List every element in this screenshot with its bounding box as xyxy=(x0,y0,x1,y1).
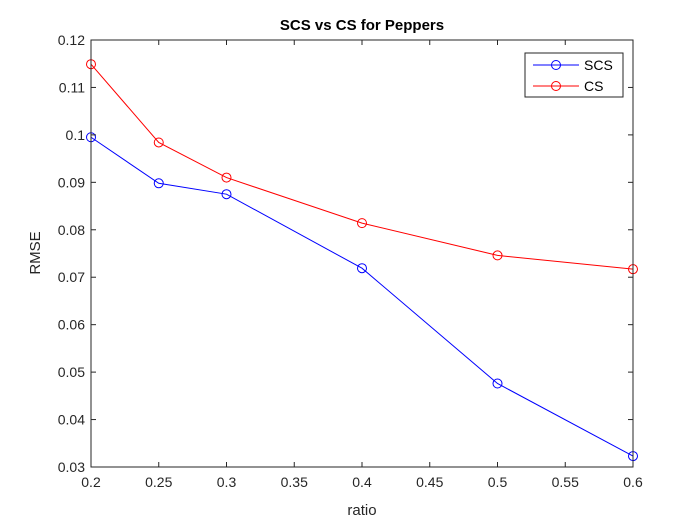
data-point-scs xyxy=(153,178,164,189)
x-tick-label: 0.2 xyxy=(81,474,101,490)
y-tick-label: 0.05 xyxy=(58,364,85,380)
data-point-cs xyxy=(221,172,232,183)
data-point-scs xyxy=(221,189,232,200)
data-point-scs xyxy=(492,378,503,389)
y-tick-label: 0.1 xyxy=(66,127,86,143)
y-tick-label: 0.09 xyxy=(58,174,85,190)
x-axis-label: ratio xyxy=(347,502,376,519)
x-tick-label: 0.55 xyxy=(552,474,579,490)
y-tick-label: 0.03 xyxy=(58,459,85,475)
y-tick-label: 0.12 xyxy=(58,32,85,48)
axes-layer: 0.2 0.25 0.3 0.35 0.4 0.45 0.5 0.55 0.6 0.03 0.04 0… xyxy=(58,32,643,490)
x-tick-label: 0.6 xyxy=(623,474,643,490)
y-tick-label: 0.07 xyxy=(58,269,85,285)
plot-area xyxy=(91,40,633,467)
x-tick-label: 0.3 xyxy=(217,474,237,490)
x-tick-label: 0.25 xyxy=(145,474,172,490)
series-line-scs xyxy=(90,136,634,457)
data-point-scs xyxy=(357,263,367,274)
y-tick-label: 0.11 xyxy=(59,79,85,95)
chart-title: SCS vs CS for Peppers xyxy=(280,17,444,34)
x-tick-label: 0.35 xyxy=(281,474,308,490)
y-tick-label: 0.04 xyxy=(58,412,85,428)
y-tick-label: 0.08 xyxy=(58,222,85,238)
legend-box xyxy=(524,52,624,98)
legend-label-scs: SCS xyxy=(584,57,613,73)
y-tick-label: 0.06 xyxy=(58,317,85,333)
x-tick-label: 0.4 xyxy=(352,474,372,490)
data-point-cs xyxy=(357,218,367,229)
y-axis-label: RMSE xyxy=(27,231,44,274)
x-tick-label: 0.5 xyxy=(488,474,508,490)
legend-marker-cs xyxy=(551,81,561,91)
legend: SCS CS xyxy=(524,52,624,98)
data-point-cs xyxy=(492,250,503,261)
legend-label-cs: CS xyxy=(584,78,603,94)
data-point-cs xyxy=(153,137,164,148)
x-tick-label: 0.45 xyxy=(416,474,443,490)
legend-marker-scs xyxy=(551,60,561,70)
series-line-cs xyxy=(90,63,634,270)
